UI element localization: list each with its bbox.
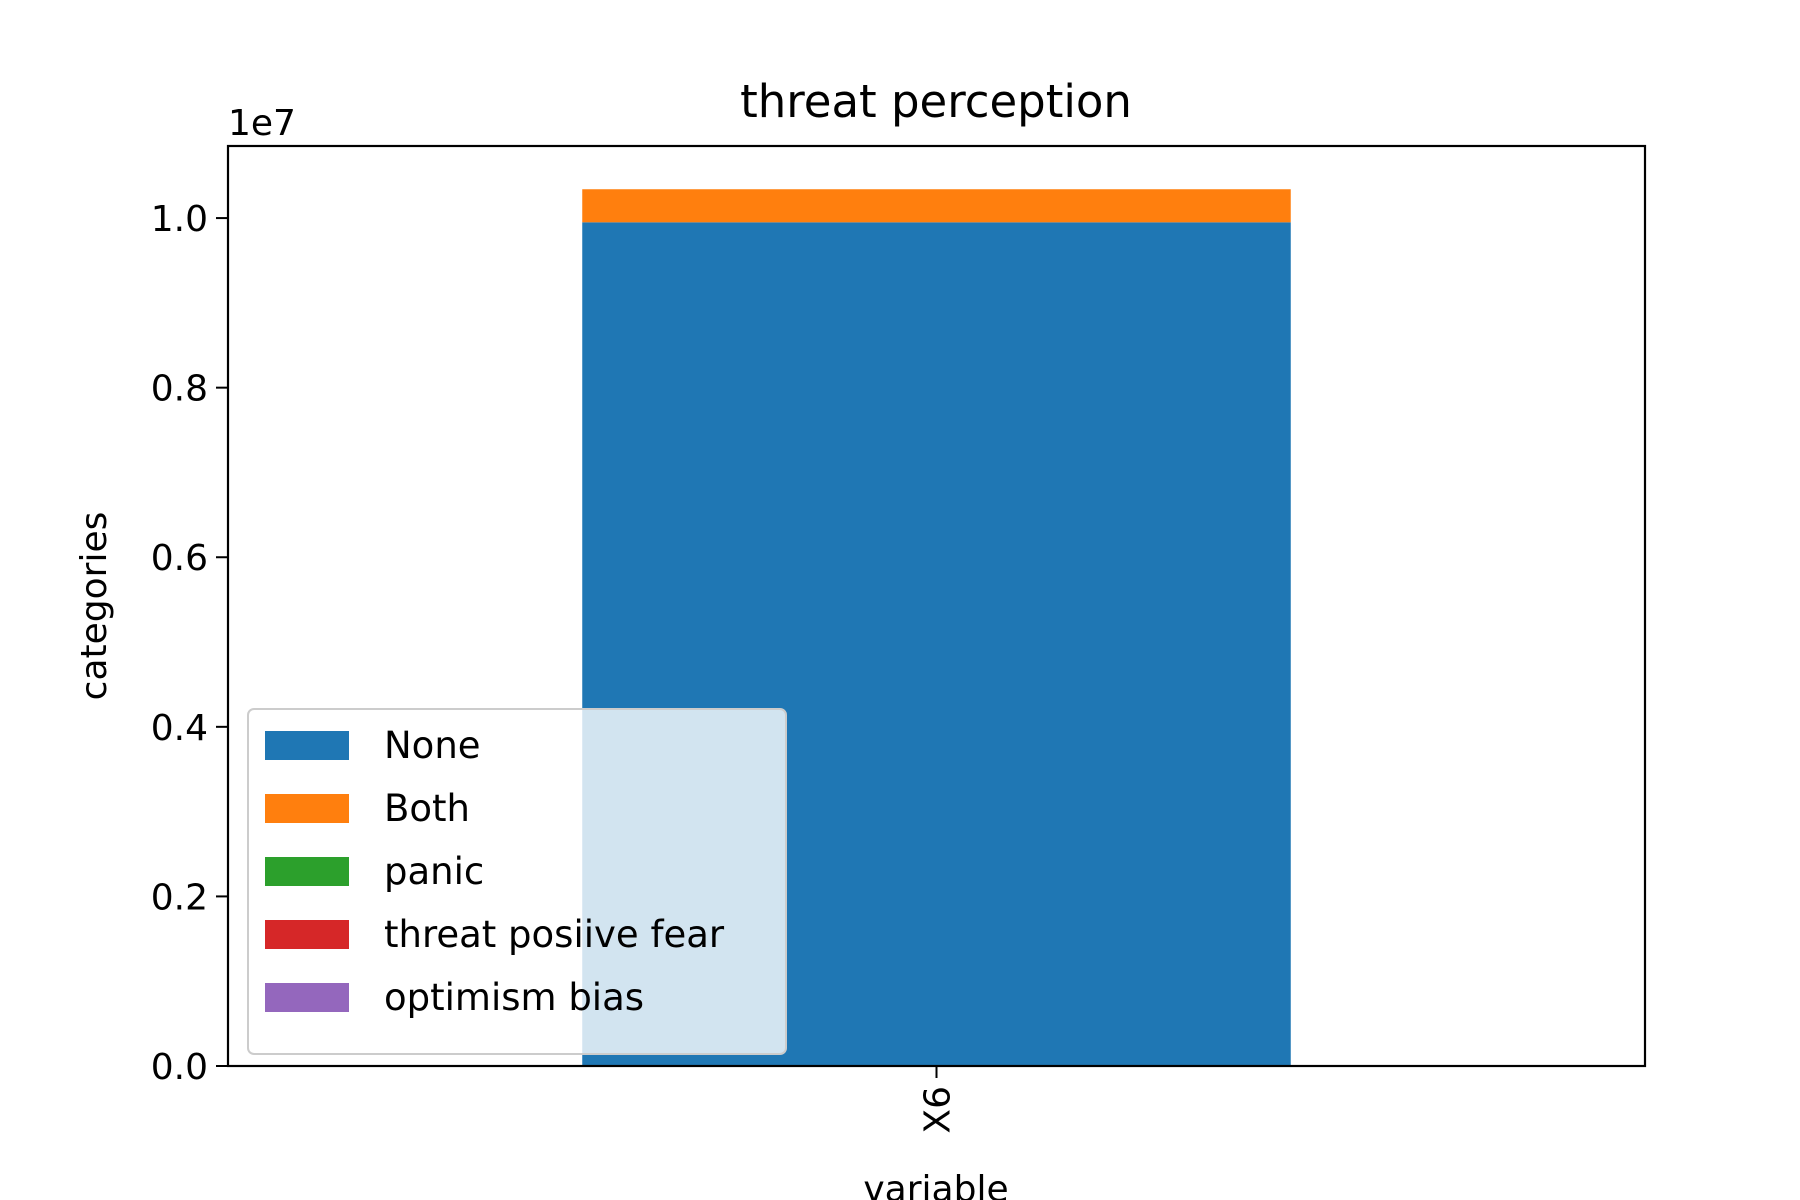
chart-title: threat perception xyxy=(740,75,1132,128)
legend-entry-label: optimism bias xyxy=(384,976,644,1019)
y-tick-label: 0.2 xyxy=(151,877,208,918)
legend-entry-label: threat posiive fear xyxy=(384,913,725,956)
y-offset-label: 1e7 xyxy=(228,103,296,144)
x-axis: X6 xyxy=(918,1066,959,1134)
legend-swatch xyxy=(265,983,349,1012)
y-tick-label: 1.0 xyxy=(151,199,208,240)
legend-swatch xyxy=(265,920,349,949)
y-tick-label: 0.0 xyxy=(151,1047,208,1088)
legend-swatch xyxy=(265,857,349,886)
y-tick-label: 0.6 xyxy=(151,538,208,579)
y-axis: 0.0 0.2 0.4 0.6 0.8 1.0 xyxy=(151,199,228,1088)
y-tick-label: 0.4 xyxy=(151,708,208,749)
y-tick-label: 0.8 xyxy=(151,369,208,410)
legend: None Both panic threat posiive fear optimism… xyxy=(247,708,787,1055)
legend-swatch xyxy=(265,731,349,760)
legend-entry-label: Both xyxy=(384,787,470,830)
y-axis-label: categories xyxy=(74,512,115,701)
legend-entry-label: None xyxy=(384,724,481,767)
legend-swatch xyxy=(265,794,349,823)
x-axis-label: variable xyxy=(863,1169,1008,1200)
legend-box xyxy=(247,708,787,1055)
bar-segment-both xyxy=(582,189,1291,223)
x-tick-label: X6 xyxy=(918,1086,959,1134)
legend-entry-label: panic xyxy=(384,850,484,893)
